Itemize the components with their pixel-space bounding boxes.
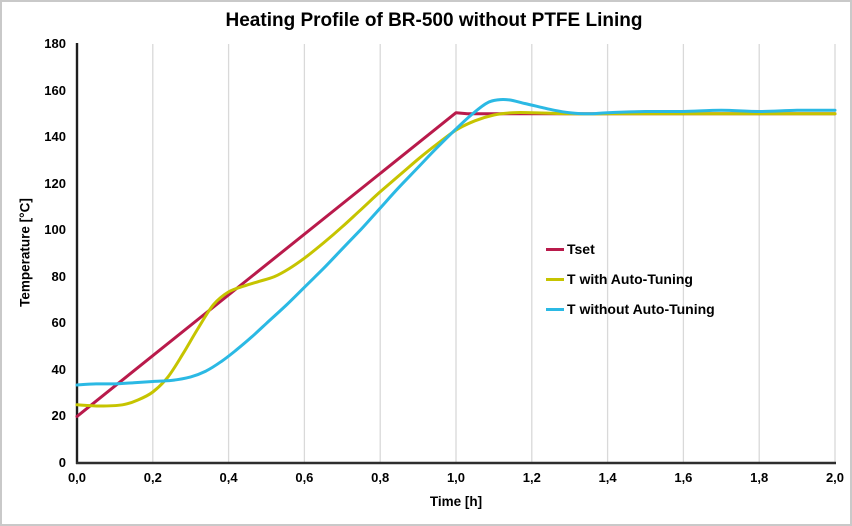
legend-label: Tset: [567, 241, 595, 257]
y-tick-label: 20: [51, 408, 66, 424]
y-tick-label: 0: [58, 455, 66, 470]
x-tick-label: 0,6: [295, 470, 314, 485]
x-tick-label: 0,0: [67, 470, 87, 485]
y-tick-label: 180: [44, 36, 66, 51]
legend-item-t-with-auto-tuning: T with Auto-Tuning: [546, 264, 715, 294]
x-tick-label: 0,4: [219, 470, 238, 485]
legend-label: T with Auto-Tuning: [567, 271, 693, 287]
x-tick-label: 1,6: [674, 470, 693, 485]
x-tick-label: 1,2: [522, 470, 541, 485]
x-tick-label: 2,0: [825, 470, 845, 485]
legend-swatch: [546, 247, 564, 251]
y-tick-label: 80: [51, 268, 66, 284]
legend-label: T without Auto-Tuning: [567, 301, 715, 317]
x-tick-label: 1,4: [598, 470, 617, 485]
y-axis-title: Temperature [°C]: [17, 198, 33, 307]
y-tick-label: 160: [44, 82, 66, 98]
legend-item-tset: Tset: [546, 234, 715, 264]
y-tick-label: 140: [44, 129, 66, 145]
series-line-t-with-auto-tuning: [75, 110, 837, 408]
legend-swatch: [546, 307, 564, 311]
y-tick-label: 100: [44, 222, 66, 238]
x-tick-label: 0,2: [143, 470, 162, 485]
series-line-t-without-auto-tuning: [75, 97, 837, 387]
legend: Tset T with Auto-Tuning T without Auto-Tun…: [546, 234, 715, 324]
x-tick-label: 0,8: [371, 470, 390, 485]
y-tick-label: 40: [51, 361, 66, 377]
x-axis-title: Time [h]: [429, 494, 483, 509]
y-tick-label: 60: [51, 315, 66, 331]
x-tick-label: 1,0: [446, 470, 466, 485]
y-tick-label: 120: [44, 175, 66, 191]
chart-title: Heating Profile of BR-500 without PTFE L…: [225, 10, 643, 31]
x-tick-label: 1,8: [750, 470, 769, 485]
legend-swatch: [546, 277, 564, 281]
legend-item-t-without-auto-tuning: T without Auto-Tuning: [546, 294, 715, 324]
